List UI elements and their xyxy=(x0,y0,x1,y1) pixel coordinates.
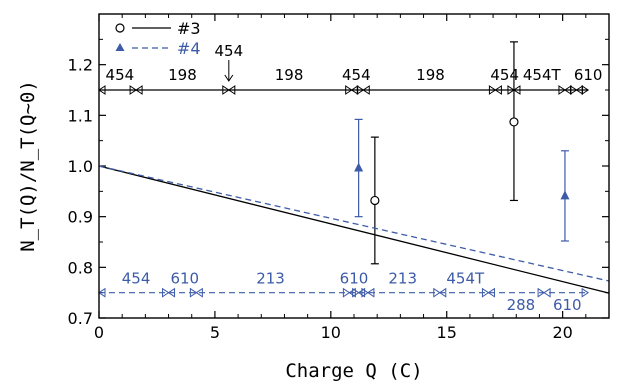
series-3-run-arrow-start xyxy=(135,85,143,95)
y-tick-label: 1.0 xyxy=(68,157,93,176)
series-3-fit-line xyxy=(98,165,610,294)
series-3-run-label: 454T xyxy=(523,66,562,84)
series-3-run-label: 198 xyxy=(168,66,197,84)
series-3-run-arrow-end xyxy=(570,85,578,95)
series-4-run-arrow-start xyxy=(543,287,551,298)
series-4-run-arrow-start xyxy=(195,287,203,298)
series-3-callout-arrowhead xyxy=(224,74,234,82)
series-3-run-arrow-end xyxy=(488,85,497,95)
series-4-run-label: 213 xyxy=(388,269,417,287)
series-4-data-point xyxy=(354,162,364,172)
series-3-run-arrow-end xyxy=(356,85,365,95)
plot-frame xyxy=(98,13,610,319)
series-4-run-label: 610 xyxy=(553,296,582,314)
series-4-run-arrow-start xyxy=(167,287,176,298)
series-4-fit-line xyxy=(98,165,610,282)
y-tick-label: 1.1 xyxy=(68,106,93,125)
series-3-run-arrow-start xyxy=(494,85,502,95)
series-3-run-arrow-end xyxy=(222,85,230,95)
series-3-run-label: 454 xyxy=(106,66,135,84)
series-3-run-arrow-end xyxy=(507,85,515,95)
series-3-data-point xyxy=(370,195,380,206)
y-axis-title: N_T(Q)/N_T(Q~0) xyxy=(17,80,39,252)
series-3-data-point xyxy=(509,117,519,127)
series-3-run-arrow-start xyxy=(362,85,370,95)
series-4-run-arrow-end xyxy=(162,287,170,298)
series-4-run-arrow-start xyxy=(98,287,106,298)
series-4-run-arrow-end xyxy=(189,287,198,298)
legend-label-series-3: #3 xyxy=(177,19,201,38)
series-3-run-arrow-end xyxy=(345,85,353,95)
x-tick-label: 20 xyxy=(552,323,572,342)
plot-content: 0 5 10 15 20 0.7 0.8 0.9 1.0 1.1 1.2 454 198 198 454 19… xyxy=(68,14,610,342)
series-3-run-arrow-start xyxy=(227,85,236,95)
x-tick-label: 5 xyxy=(210,323,220,342)
series-4-run-arrow-end xyxy=(581,287,590,298)
series-3-run-arrow-end xyxy=(129,85,137,95)
series-4-run-label: 288 xyxy=(507,296,536,314)
legend-marker-series-3 xyxy=(115,23,125,33)
series-4-run-label: 610 xyxy=(170,269,199,287)
series-3-callout-label: 454 xyxy=(214,42,243,60)
y-tick-label: 0.8 xyxy=(68,258,93,277)
series-4-data-point xyxy=(560,190,570,200)
series-4-run-label: 213 xyxy=(256,269,285,287)
y-tick-label: 0.9 xyxy=(68,208,93,227)
series-3-run-label: 198 xyxy=(416,66,445,84)
x-tick-label: 10 xyxy=(321,323,341,342)
x-axis-title: Charge Q (C) xyxy=(285,360,422,382)
y-tick-label: 1.2 xyxy=(68,56,93,75)
series-4-run-arrow-start xyxy=(438,287,447,298)
series-3-run-arrow-end xyxy=(581,85,590,95)
series-4-run-label: 454 xyxy=(122,269,151,287)
x-tick-label: 15 xyxy=(437,323,457,342)
series-4-run-arrow-end xyxy=(481,287,490,298)
series-4-run-arrow-end xyxy=(342,287,351,298)
series-3-run-arrow-start xyxy=(513,85,521,95)
series-3-run-arrow-end xyxy=(558,85,566,95)
series-4-run-arrow-start xyxy=(367,287,375,298)
series-3-run-label: 454 xyxy=(342,66,371,84)
legend-marker-series-4 xyxy=(115,43,125,51)
legend-label-series-4: #4 xyxy=(177,39,201,58)
series-4-run-arrow-end xyxy=(537,287,545,298)
series-4-run-arrow-end xyxy=(433,287,441,298)
series-3-run-label: 454 xyxy=(490,66,519,84)
y-tick-label: 0.7 xyxy=(68,309,93,328)
series-4-run-arrow-start xyxy=(487,287,495,298)
series-3-run-arrow-start xyxy=(98,85,106,95)
legend: #3 #4 xyxy=(115,19,201,58)
series-4-run-label: 610 xyxy=(340,269,369,287)
series-4-run-arrow-end xyxy=(352,287,360,298)
series-3-run-label: 610 xyxy=(574,66,603,84)
series-3-run-label: 198 xyxy=(275,66,304,84)
x-tick-label: 0 xyxy=(94,323,104,342)
series-4-run-label: 454T xyxy=(446,269,485,287)
series-4-run-arrow-end xyxy=(361,287,369,298)
